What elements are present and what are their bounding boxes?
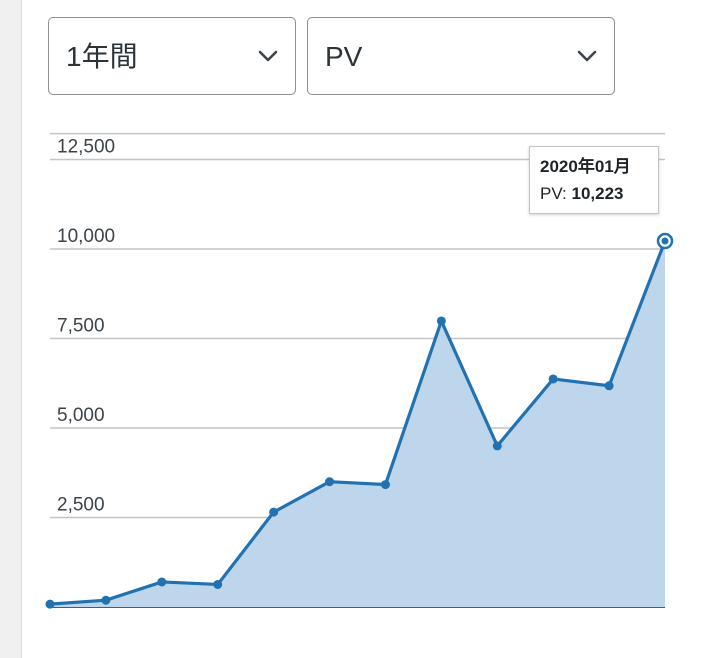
tooltip-title: 2020年01月 <box>540 157 631 176</box>
data-point[interactable] <box>604 381 614 391</box>
data-point[interactable] <box>436 316 446 326</box>
data-point[interactable] <box>548 374 558 384</box>
area-fill-path <box>50 241 665 607</box>
series-polyline <box>49 240 667 606</box>
highlighted-data-point-core <box>661 237 669 245</box>
data-point[interactable] <box>101 595 111 605</box>
series-line <box>49 240 667 606</box>
pv-area-chart: 2,500 5,000 7,500 10,000 12,500 <box>45 132 674 609</box>
chevron-down-icon <box>577 50 597 62</box>
data-point[interactable] <box>157 577 167 587</box>
y-tick-label: 2,500 <box>57 495 105 516</box>
tooltip-metric-label: PV: <box>540 184 567 203</box>
period-select-value: 1年間 <box>66 41 138 72</box>
y-tick-label: 5,000 <box>57 405 105 426</box>
period-select[interactable]: 1年間 <box>48 17 296 95</box>
y-tick-label: 7,500 <box>57 316 105 337</box>
data-point[interactable] <box>213 579 223 589</box>
data-point[interactable] <box>45 599 55 609</box>
data-point[interactable] <box>325 477 335 487</box>
data-tooltip: 2020年01月 PV: 10,223 <box>529 146 659 214</box>
tooltip-metric-value: 10,223 <box>571 184 624 203</box>
y-axis-labels: 2,500 5,000 7,500 10,000 12,500 <box>57 137 115 516</box>
y-tick-label: 12,500 <box>57 137 115 158</box>
metric-select[interactable]: PV <box>307 17 615 95</box>
y-tick-label: 10,000 <box>57 226 115 247</box>
tooltip-row: PV: 10,223 <box>540 180 648 207</box>
chevron-down-icon <box>258 50 278 62</box>
metric-select-value: PV <box>325 41 363 72</box>
data-point[interactable] <box>492 441 502 451</box>
data-points <box>45 232 674 609</box>
data-point[interactable] <box>380 480 390 490</box>
area-fill <box>50 241 665 607</box>
data-point[interactable] <box>269 507 279 517</box>
